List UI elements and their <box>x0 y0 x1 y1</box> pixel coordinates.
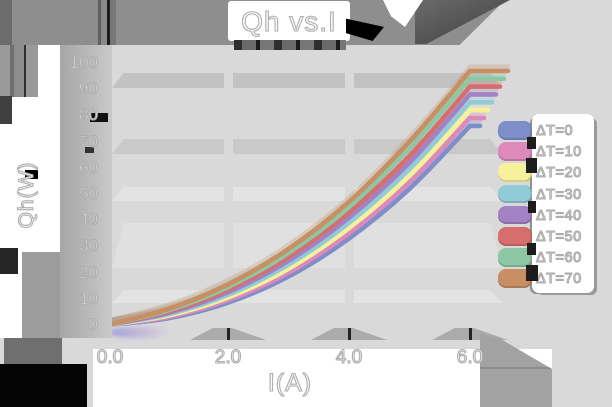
axis-artifact <box>85 147 94 153</box>
y-tick-label: 60 <box>79 157 99 177</box>
series-line-ΔT=40 <box>105 87 498 323</box>
series-line-ΔT=50 <box>104 84 503 328</box>
legend-label: ΔT=20 <box>535 165 582 182</box>
legend-swatch <box>498 121 532 140</box>
title-background <box>228 1 350 41</box>
legend-swatch <box>498 205 532 225</box>
left-artifact <box>22 252 60 338</box>
y-tick-label: 0 <box>88 314 99 334</box>
y-tick-label: 100 <box>69 52 98 72</box>
left-artifact <box>0 45 38 97</box>
legend-artifact <box>527 137 536 149</box>
corner-artifact <box>0 364 87 407</box>
legend-label: ΔT=60 <box>535 250 582 267</box>
legend-label: ΔT=10 <box>535 144 582 161</box>
legend-swatch <box>498 248 532 267</box>
gridline-band <box>112 73 502 88</box>
left-artifact <box>0 96 12 124</box>
legend-label: ΔT=30 <box>535 186 582 203</box>
top-artifact <box>92 0 138 45</box>
x-tick-label: 2.0 <box>214 346 242 368</box>
x-tick-mark <box>227 328 230 340</box>
x-tick-mark <box>469 328 472 340</box>
vertical-gridline <box>224 70 233 306</box>
series-line-ΔT=20 <box>105 103 490 323</box>
y-tick-label: 20 <box>79 262 99 282</box>
top-artifact <box>0 0 12 45</box>
x-tick-label: 0.0 <box>96 346 124 368</box>
gridline-band <box>112 290 502 303</box>
axis-artifact <box>90 113 108 122</box>
y-tick-label: 40 <box>79 210 99 230</box>
x-tick-label: 4.0 <box>335 346 363 368</box>
legend-swatch <box>498 269 532 288</box>
legend-swatch <box>498 184 532 204</box>
gridline-band <box>112 139 502 154</box>
legend-label: ΔT=40 <box>535 207 582 224</box>
legend-label: ΔT=0 <box>535 122 574 139</box>
corner-artifact <box>480 334 552 407</box>
gridline-band <box>112 187 502 201</box>
gridline-band <box>112 223 502 268</box>
origin-smudge-artifact <box>110 327 172 338</box>
legend-swatch <box>498 227 532 246</box>
series-line-ΔT=60 <box>104 76 507 328</box>
chart-title: Qh vs.I <box>241 5 337 37</box>
y-tick-label: 50 <box>79 183 99 203</box>
y-tick-label: 80 <box>79 105 99 125</box>
left-artifact <box>0 248 18 274</box>
legend-label: ΔT=70 <box>535 271 582 288</box>
legend-artifact <box>526 265 538 281</box>
bottom-margin <box>93 349 552 407</box>
y-tick-label: 70 <box>79 131 99 151</box>
x-tick-mark <box>348 328 351 340</box>
legend-box <box>532 114 594 293</box>
legend-artifact <box>526 158 537 173</box>
legend-swatch <box>498 142 532 161</box>
x-tick-label: 6.0 <box>456 346 484 368</box>
legend-artifact <box>527 243 536 255</box>
top-artifact <box>234 40 346 50</box>
corner-artifact <box>4 336 62 366</box>
series-line-ΔT=30 <box>105 95 494 323</box>
y-tick-label: 30 <box>79 236 99 256</box>
x-axis-label: I(A) <box>267 368 313 397</box>
y-tick-label: 90 <box>79 79 99 99</box>
legend-label: ΔT=50 <box>535 228 582 245</box>
left-artifact <box>25 170 38 179</box>
vertical-gridline <box>345 70 354 306</box>
series-line-ΔT=50 <box>105 80 502 323</box>
legend-artifact <box>528 201 536 213</box>
y-tick-label: 10 <box>79 288 99 308</box>
y-axis-strip <box>60 45 112 338</box>
y-axis-label: Qh(W) <box>14 161 38 229</box>
legend-swatch <box>498 163 532 182</box>
